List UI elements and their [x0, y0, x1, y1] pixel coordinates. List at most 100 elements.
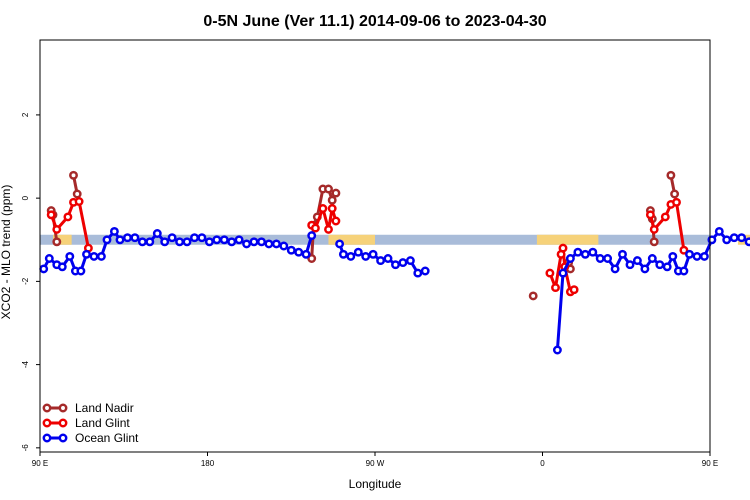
ocean-glint-point: [722, 235, 732, 245]
ocean-glint-point: [398, 258, 408, 268]
ocean-glint-point: [420, 266, 430, 276]
land-glint-point: [52, 224, 62, 234]
land-nadir-point: [72, 189, 82, 199]
ocean-glint-point: [96, 251, 106, 261]
y-tick-label: -2: [21, 277, 30, 285]
ocean-glint-point: [391, 260, 400, 270]
ocean-glint-point: [647, 254, 657, 263]
land-nadir-point: [327, 195, 337, 205]
legend-label: Land Nadir: [75, 401, 134, 415]
land-glint-point: [318, 204, 328, 213]
ocean-glint-point: [130, 233, 140, 243]
land-glint-point: [63, 212, 73, 222]
ocean-glint-point: [286, 245, 296, 255]
ocean-glint-point: [573, 247, 583, 257]
ocean-glint-point: [338, 249, 348, 259]
ocean-glint-point: [182, 237, 192, 247]
ocean-glint-point: [190, 233, 199, 243]
x-tick-label: 0: [540, 459, 545, 468]
ocean-glint-point: [152, 229, 162, 238]
land-nadir-point: [331, 188, 341, 198]
ocean-glint-point: [307, 231, 317, 241]
land-glint-point: [558, 243, 568, 253]
ocean-glint-point: [699, 251, 709, 261]
ocean-glint-point: [737, 233, 747, 243]
x-axis: 90 E 180 90 W 0 90 E: [32, 452, 718, 468]
ocean-glint-point: [242, 239, 252, 249]
y-tick-label: 2: [21, 112, 30, 117]
series-ocean-glint: [39, 226, 750, 355]
x-axis-title: Longitude: [349, 477, 402, 491]
ocean-glint-point: [662, 262, 672, 272]
ocean-glint-point: [82, 249, 91, 259]
land-glint-point: [331, 216, 341, 226]
ocean-glint-point: [744, 237, 750, 247]
ocean-glint-point: [558, 268, 568, 278]
chart-title: 0-5N June (Ver 11.1) 2014-09-06 to 2023-…: [203, 13, 546, 30]
legend-marker: [58, 403, 68, 413]
legend-marker: [42, 403, 52, 413]
y-tick-label: -6: [21, 444, 30, 452]
ocean-glint-point: [353, 247, 363, 257]
ocean-glint-point: [109, 226, 119, 236]
legend-marker: [58, 418, 68, 428]
plot-frame: [39, 39, 711, 453]
land-nadir-point: [324, 184, 333, 194]
ocean-glint-point: [668, 251, 678, 261]
ocean-glint-point: [685, 249, 694, 259]
ocean-glint-point: [346, 251, 356, 261]
x-tick-label: 90 E: [702, 459, 718, 468]
ocean-glint-point: [610, 264, 620, 274]
ocean-glint-point: [123, 233, 132, 243]
land-glint-point: [327, 204, 337, 213]
ocean-glint-point: [714, 226, 724, 236]
ocean-glint-point: [271, 239, 281, 249]
ocean-glint-point: [167, 233, 177, 243]
land-glint-point: [551, 283, 560, 293]
legend-marker: [58, 433, 68, 443]
ocean-glint-point: [405, 256, 415, 266]
ocean-glint-point: [383, 254, 393, 263]
x-tick-label: 90 W: [366, 459, 385, 468]
ocean-glint-point: [76, 266, 86, 276]
ocean-glint-point: [655, 260, 665, 270]
legend-item-land-glint: Land Glint: [42, 416, 130, 430]
ocean-glint-point: [376, 256, 386, 266]
x-tick-label: 90 E: [32, 459, 48, 468]
ocean-glint-point: [219, 235, 229, 245]
ocean-glint-point: [413, 268, 423, 278]
ocean-glint-point: [580, 249, 590, 259]
ocean-glint-point: [618, 249, 627, 259]
ocean-glint-point: [279, 241, 289, 251]
ocean-glint-point: [603, 254, 613, 263]
land-glint-point: [645, 210, 655, 220]
ocean-glint-point: [632, 256, 642, 266]
ocean-glint-point: [640, 264, 650, 274]
land-glint-point: [569, 285, 579, 295]
ocean-glint-point: [625, 260, 635, 270]
land-glint-point: [649, 224, 659, 234]
ocean-glint-point: [65, 251, 75, 261]
land-band: [536, 234, 599, 245]
series-layer: [39, 170, 750, 355]
ocean-glint-point: [204, 237, 214, 247]
ocean-glint-point: [361, 251, 371, 261]
ocean-glint-point: [301, 249, 311, 259]
ocean-glint-point: [137, 237, 147, 247]
ocean-glint-point: [175, 237, 185, 247]
ocean-glint-point: [57, 262, 67, 272]
x-tick-label: 180: [201, 459, 215, 468]
ocean-glint-point: [115, 235, 125, 245]
y-axis: -6 -4 -2 0 2: [21, 112, 40, 451]
legend-marker: [42, 418, 52, 428]
y-tick-label: 0: [21, 195, 30, 200]
ocean-glint-point: [294, 247, 304, 257]
ocean-glint-point: [552, 345, 562, 355]
legend-label: Ocean Glint: [75, 431, 139, 445]
land-nadir-point: [52, 237, 62, 247]
ocean-glint-point: [729, 233, 739, 243]
ocean-glint-point: [565, 254, 575, 263]
land-nadir-point: [69, 170, 78, 180]
land-glint-point: [46, 210, 56, 220]
